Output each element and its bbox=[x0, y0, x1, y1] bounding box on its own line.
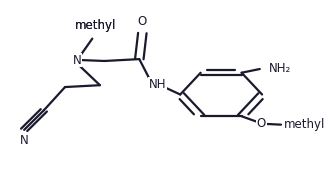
Text: NH₂: NH₂ bbox=[269, 62, 291, 75]
Text: O: O bbox=[257, 117, 266, 130]
Text: O: O bbox=[138, 15, 147, 28]
Text: NH: NH bbox=[149, 78, 166, 91]
Text: methyl: methyl bbox=[75, 19, 116, 32]
Text: N: N bbox=[20, 134, 28, 147]
Text: methyl: methyl bbox=[284, 118, 325, 131]
Text: methyl: methyl bbox=[75, 19, 116, 32]
Text: N: N bbox=[73, 53, 82, 67]
